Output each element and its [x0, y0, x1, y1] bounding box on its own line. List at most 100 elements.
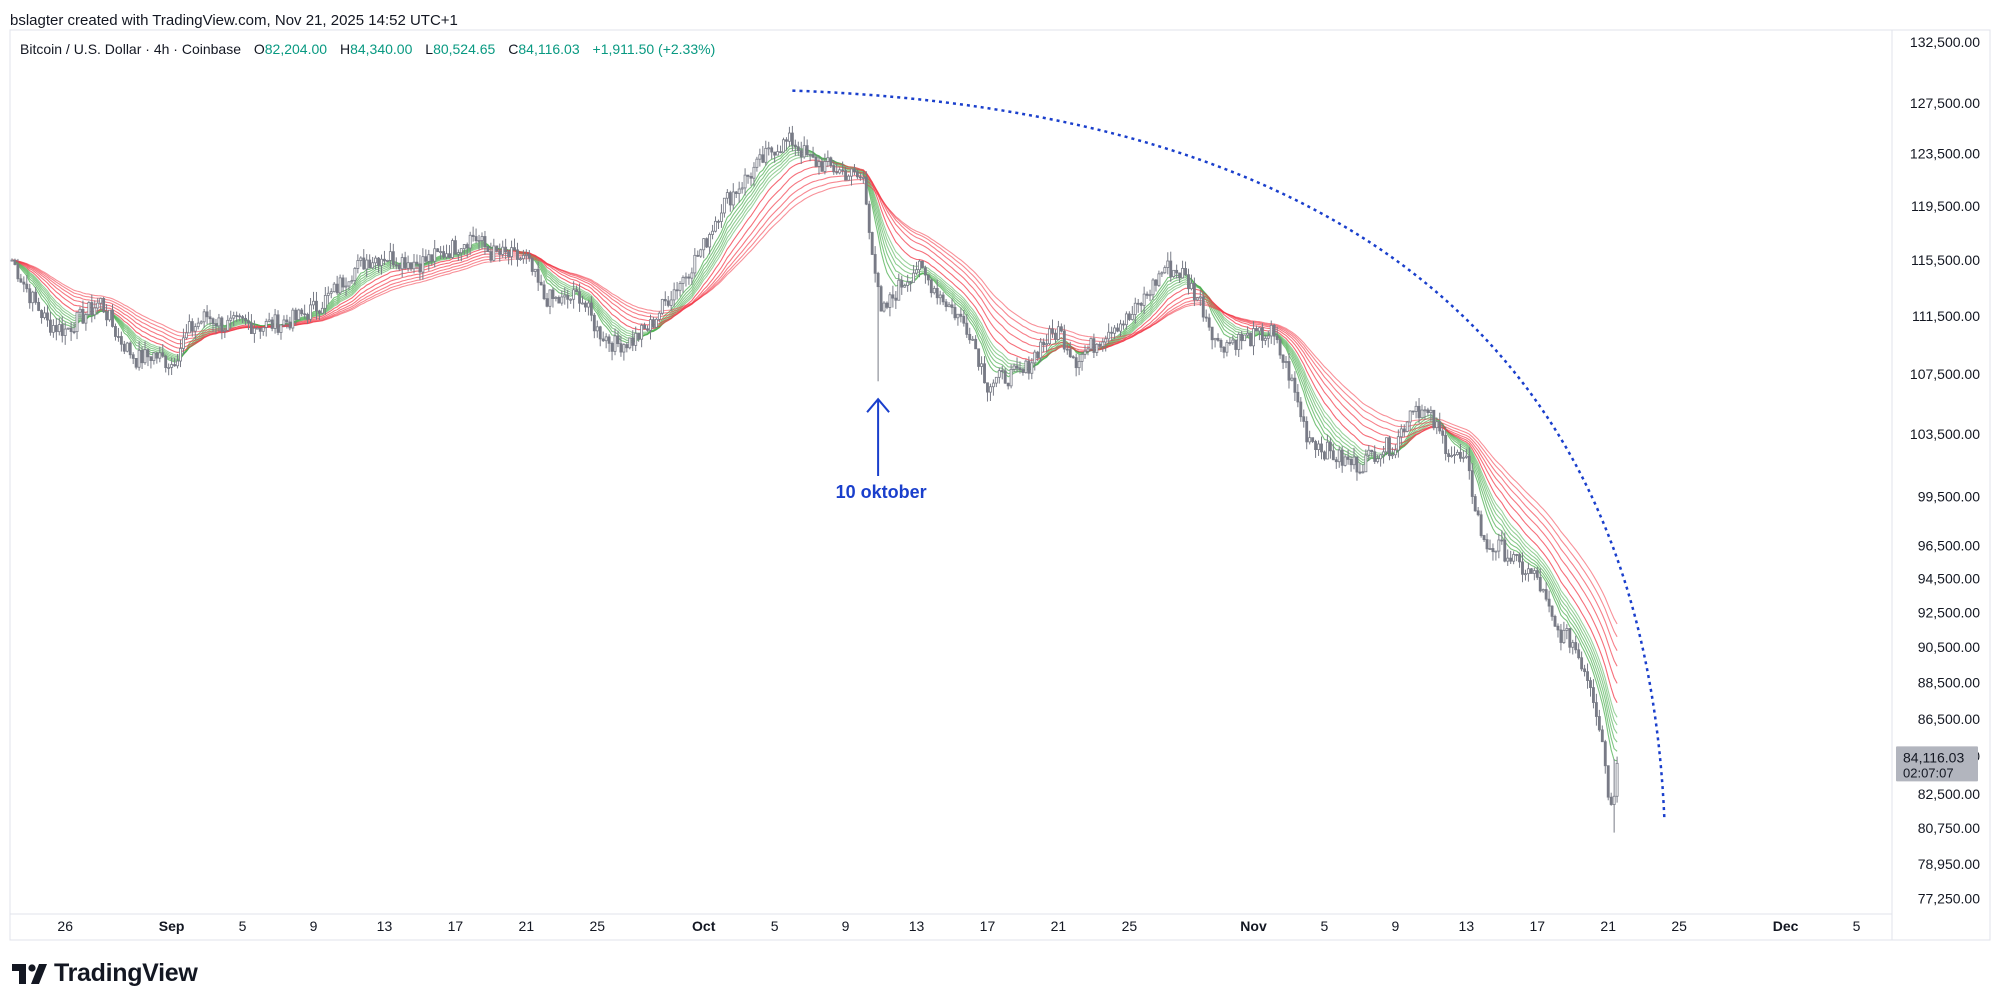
candle-body [1169, 260, 1173, 278]
candle-body [1243, 334, 1247, 342]
candle-body [1278, 339, 1282, 356]
candle-body [111, 309, 114, 327]
candle [16, 258, 20, 282]
price-tick-label: 115,500.00 [1911, 252, 1980, 268]
candle-body [388, 251, 392, 261]
candle [513, 238, 516, 251]
candle-body [1228, 342, 1232, 344]
candle [1305, 416, 1309, 450]
time-tick-label: 5 [1321, 918, 1329, 934]
candle [657, 311, 661, 323]
candle [72, 322, 76, 335]
candle-body [63, 328, 67, 336]
candle [1263, 334, 1267, 346]
candle-body [22, 281, 26, 285]
candle-body [1535, 570, 1539, 578]
candle-body [785, 139, 788, 142]
candle [1444, 426, 1448, 461]
candle-body [1189, 282, 1193, 290]
candle-body [799, 150, 803, 158]
candle [598, 325, 602, 347]
arrow-annotation: 10 oktober [836, 397, 927, 502]
candle [953, 303, 957, 321]
candle [625, 342, 629, 353]
candle [885, 301, 889, 310]
candle-body [1399, 428, 1403, 438]
candle [1589, 677, 1592, 697]
candle [1107, 323, 1111, 344]
candle-body [1068, 349, 1072, 358]
candle [102, 296, 106, 314]
candle [1603, 739, 1607, 774]
candle [13, 258, 17, 266]
candle [448, 245, 451, 259]
candle-body [1524, 573, 1527, 576]
tradingview-logo[interactable]: TradingView [12, 959, 198, 988]
candle [1402, 424, 1406, 438]
candle [654, 317, 658, 329]
candle-body [572, 289, 576, 300]
candle-body [288, 321, 292, 329]
candle-body [959, 313, 963, 317]
candle-body [1556, 625, 1560, 631]
candle-body [761, 154, 765, 163]
candle [1500, 530, 1504, 545]
candle-body [421, 256, 425, 273]
candle [610, 341, 614, 361]
candle [1110, 326, 1114, 341]
candle [1166, 252, 1170, 275]
candle-body [646, 328, 649, 331]
candle [687, 273, 691, 285]
candle [75, 311, 79, 340]
symbol-name[interactable]: Bitcoin / U.S. Dollar · 4h · Coinbase [20, 41, 241, 57]
candle [1376, 454, 1380, 464]
candle-body [1592, 687, 1595, 703]
time-tick-label: 13 [1459, 918, 1475, 934]
candle [755, 156, 759, 172]
candle-body [850, 168, 853, 177]
candle-body [406, 262, 410, 269]
candle-body [1547, 598, 1551, 607]
symbol-legend[interactable]: Bitcoin / U.S. Dollar · 4h · Coinbase O8… [20, 41, 715, 57]
candle [631, 330, 635, 352]
candle [1234, 339, 1238, 356]
candle-body [1015, 365, 1019, 369]
candle-body [211, 318, 215, 325]
price-tick-label: 96,500.00 [1918, 537, 1980, 553]
candle-body [725, 192, 729, 199]
candle-body [40, 310, 43, 319]
change-value: +1,911.50 (+2.33%) [592, 41, 716, 57]
candle [894, 291, 898, 309]
candle [649, 314, 652, 340]
candle [557, 295, 561, 304]
candle-body [362, 257, 366, 270]
candle [350, 275, 354, 285]
candle [1535, 567, 1539, 580]
candle [542, 280, 546, 301]
candle [187, 314, 191, 334]
candle [1036, 350, 1040, 362]
candle [675, 281, 679, 300]
candle-body [1331, 450, 1335, 461]
candle [81, 300, 85, 325]
candle-body [767, 147, 771, 150]
candle [1488, 539, 1492, 550]
candle-body [507, 251, 511, 258]
candle [1231, 335, 1235, 346]
candle-body [226, 319, 230, 331]
candle [684, 272, 688, 287]
candle-body [796, 146, 800, 152]
ema-line [11, 147, 1618, 752]
candle [959, 307, 963, 323]
candle-body [1204, 316, 1208, 319]
candle-body [755, 158, 759, 168]
candle-body [888, 294, 892, 308]
candle-body [297, 309, 301, 320]
candle-body [607, 336, 611, 344]
candle-body [950, 304, 954, 308]
candle [1571, 639, 1575, 655]
price-tick-label: 94,500.00 [1918, 571, 1980, 587]
candle [761, 146, 765, 164]
candle-body [1119, 323, 1122, 332]
